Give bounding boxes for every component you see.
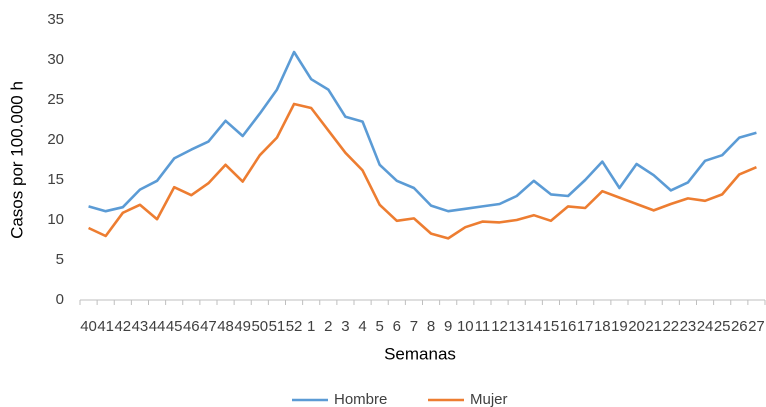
x-tick-label: 45: [166, 318, 183, 335]
x-tick-label: 50: [251, 318, 268, 335]
x-tick-label: 41: [97, 318, 114, 335]
y-tick-label: 25: [47, 91, 64, 108]
x-tick-label: 7: [410, 318, 418, 335]
legend-label: Hombre: [334, 391, 387, 407]
x-tick-label: 17: [577, 318, 594, 335]
x-tick-label: 9: [444, 318, 452, 335]
x-tick-label: 51: [269, 318, 286, 335]
x-tick-label: 43: [132, 318, 149, 335]
x-tick-label: 10: [457, 318, 474, 335]
x-tick-label: 16: [560, 318, 577, 335]
x-tick-label: 12: [491, 318, 508, 335]
x-tick-label: 15: [543, 318, 560, 335]
x-tick-label: 24: [697, 318, 714, 335]
y-tick-label: 0: [56, 291, 64, 308]
x-tick-label: 40: [80, 318, 97, 335]
x-tick-label: 27: [748, 318, 765, 335]
y-tick-label: 15: [47, 171, 64, 188]
y-tick-label: 35: [47, 11, 64, 28]
x-tick-label: 11: [475, 318, 491, 335]
x-tick-label: 49: [234, 318, 251, 335]
x-tick-label: 25: [714, 318, 731, 335]
x-tick-label: 14: [525, 318, 542, 335]
x-tick-label: 2: [324, 318, 332, 335]
x-tick-label: 22: [662, 318, 679, 335]
legend-label: Mujer: [470, 391, 508, 407]
x-tick-label: 13: [508, 318, 525, 335]
series-line: [88, 102, 757, 240]
x-tick-label: 19: [611, 318, 628, 335]
x-tick-label: 5: [376, 318, 384, 335]
y-tick-label: 20: [47, 131, 64, 148]
x-tick-label: 6: [393, 318, 401, 335]
y-tick-label: 30: [47, 51, 64, 68]
x-tick-label: 18: [594, 318, 611, 335]
x-tick-label: 21: [645, 318, 662, 335]
y-tick-label: 5: [56, 251, 64, 268]
x-tick-label: 4: [358, 318, 366, 335]
series-line: [88, 50, 757, 213]
x-tick-label: 44: [149, 318, 166, 335]
x-tick-label: 20: [628, 318, 645, 335]
x-tick-label: 46: [183, 318, 200, 335]
y-axis-title: Casos por 100.000 h: [7, 81, 26, 239]
y-tick-label: 10: [47, 211, 64, 228]
x-tick-label: 23: [680, 318, 697, 335]
x-tick-label: 52: [286, 318, 303, 335]
x-tick-label: 26: [731, 318, 748, 335]
x-tick-label: 1: [307, 318, 315, 335]
x-tick-label: 42: [114, 318, 131, 335]
x-tick-label: 3: [341, 318, 349, 335]
x-axis-title: Semanas: [384, 344, 456, 363]
x-tick-label: 48: [217, 318, 234, 335]
x-tick-label: 8: [427, 318, 435, 335]
x-tick-label: 47: [200, 318, 217, 335]
